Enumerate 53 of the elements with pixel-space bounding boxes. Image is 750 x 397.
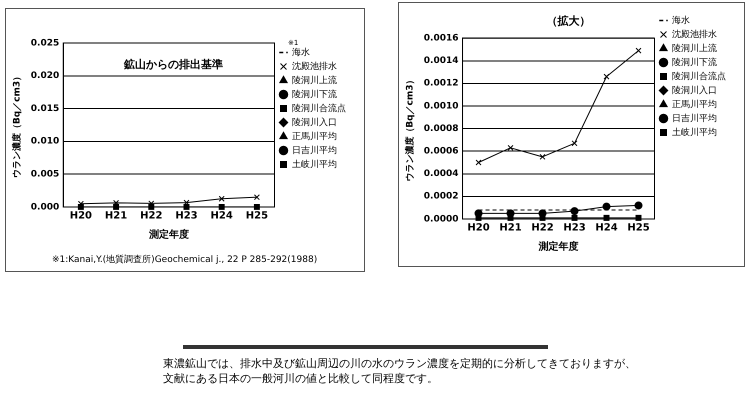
- legend-label: 正馬川平均: [672, 98, 717, 110]
- x-tick-label: H24: [595, 222, 618, 234]
- legend-label: 日吉川平均: [292, 144, 337, 156]
- y-tick-label: 0.015: [30, 104, 60, 114]
- legend-label: 陵洞川合流点: [292, 102, 346, 114]
- y-tick-label: 0.0006: [424, 146, 459, 157]
- x-axis-title: 測定年度: [538, 240, 579, 253]
- y-tick-label: 0.005: [30, 170, 60, 180]
- legend-label: 日吉川平均: [672, 112, 717, 124]
- legend-label: 陵洞川下流: [292, 88, 337, 100]
- legend-label: 陵洞川入口: [672, 84, 717, 96]
- y-tick-label: 0.0014: [424, 56, 459, 66]
- y-tick-label: 0.0002: [424, 192, 459, 202]
- y-tick-label: 0.000: [30, 202, 60, 212]
- y-tick-label: 0.0008: [424, 124, 459, 134]
- legend-label: 陵洞川下流: [672, 56, 717, 68]
- x-tick-label: H25: [627, 222, 650, 234]
- legend-label: 陵洞川入口: [292, 116, 337, 128]
- legend-label: 正馬川平均: [292, 130, 337, 142]
- x-tick-label: H23: [563, 222, 586, 234]
- x-tick-label: H22: [140, 210, 162, 222]
- x-tick-label: H25: [246, 210, 268, 222]
- legend-label: 陵洞川合流点: [672, 70, 726, 82]
- y-axis-title: ウラン濃度（Bq／cm3）: [404, 75, 416, 182]
- x-tick-label: H21: [499, 222, 522, 234]
- legend-label: 沈殿池排水: [672, 28, 717, 40]
- x-axis-title: 測定年度: [148, 228, 189, 241]
- legend-label: 陵洞川上流: [292, 74, 337, 86]
- x-tick-label: H22: [531, 222, 554, 234]
- text: ※1:Kanai,Y.(地質調査所)Geochemical j., 22 P 285-292(1988): [52, 254, 318, 266]
- x-tick-label: H21: [104, 210, 128, 222]
- text: 東濃鉱山では、排水中及び鉱山周辺の川の水のウラン濃度を定期的に分析してきておりますが、文献にある日本の一般河川の値と比較して同程度です。: [163, 356, 637, 386]
- y-tick-label: 0.0000: [424, 214, 459, 224]
- legend-label: 陵洞川上流: [672, 42, 717, 54]
- legend-label: 沈殿池排水: [292, 60, 337, 72]
- legend-label: 海水: [292, 46, 310, 58]
- x-tick-label: H23: [175, 210, 198, 222]
- legend-label: 土岐川平均: [292, 158, 337, 170]
- x-tick-label: H20: [70, 210, 92, 222]
- legend-label: 海水: [672, 14, 690, 26]
- y-tick-label: 0.0012: [424, 78, 459, 89]
- y-tick-label: 0.010: [30, 136, 60, 147]
- x-tick-label: H24: [210, 210, 233, 222]
- y-axis-title: ウラン濃度（Bq／cm3）: [12, 72, 23, 178]
- y-tick-label: 0.0016: [424, 34, 459, 44]
- y-tick-label: 0.0004: [424, 169, 459, 180]
- legend-label: 土岐川平均: [672, 126, 717, 138]
- y-tick-label: 0.025: [30, 38, 60, 48]
- x-tick-label: H20: [467, 222, 490, 234]
- y-tick-label: 0.020: [30, 71, 60, 82]
- chart-title: （拡大）: [546, 14, 590, 28]
- annotation: 鉱山からの排出基準: [124, 57, 223, 72]
- y-tick-label: 0.0010: [424, 101, 459, 112]
